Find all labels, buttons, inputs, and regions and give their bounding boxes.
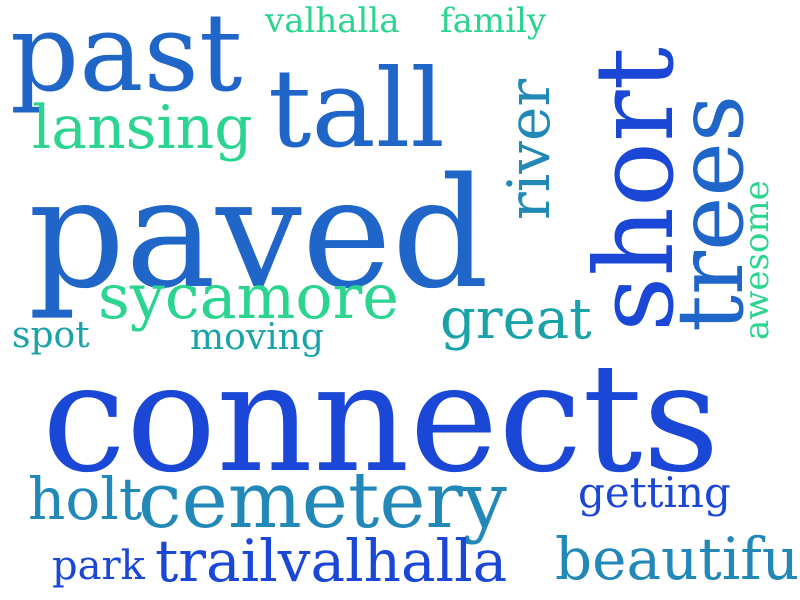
- word-river: river: [495, 78, 563, 220]
- word-lansing: lansing: [32, 93, 253, 163]
- word-valhalla: valhalla: [265, 1, 400, 41]
- word-park: park: [52, 543, 145, 589]
- word-spot: spot: [12, 315, 90, 356]
- word-trailvalhalla: trailvalhalla: [155, 527, 508, 595]
- word-getting: getting: [578, 468, 731, 517]
- word-great: great: [440, 287, 592, 352]
- word-sycamore: sycamore: [98, 260, 399, 333]
- word-cemetery: cemetery: [138, 456, 507, 546]
- word-awesome: awesome: [737, 180, 777, 340]
- word-paved: paved: [28, 145, 490, 322]
- word-connects: connects: [42, 332, 720, 506]
- word-holt: holt: [28, 465, 143, 533]
- word-family: family: [440, 1, 547, 41]
- word-tall: tall: [268, 47, 445, 172]
- word-past: past: [10, 0, 243, 116]
- word-moving: moving: [190, 317, 324, 358]
- word-beautiful: beautiful: [555, 525, 800, 593]
